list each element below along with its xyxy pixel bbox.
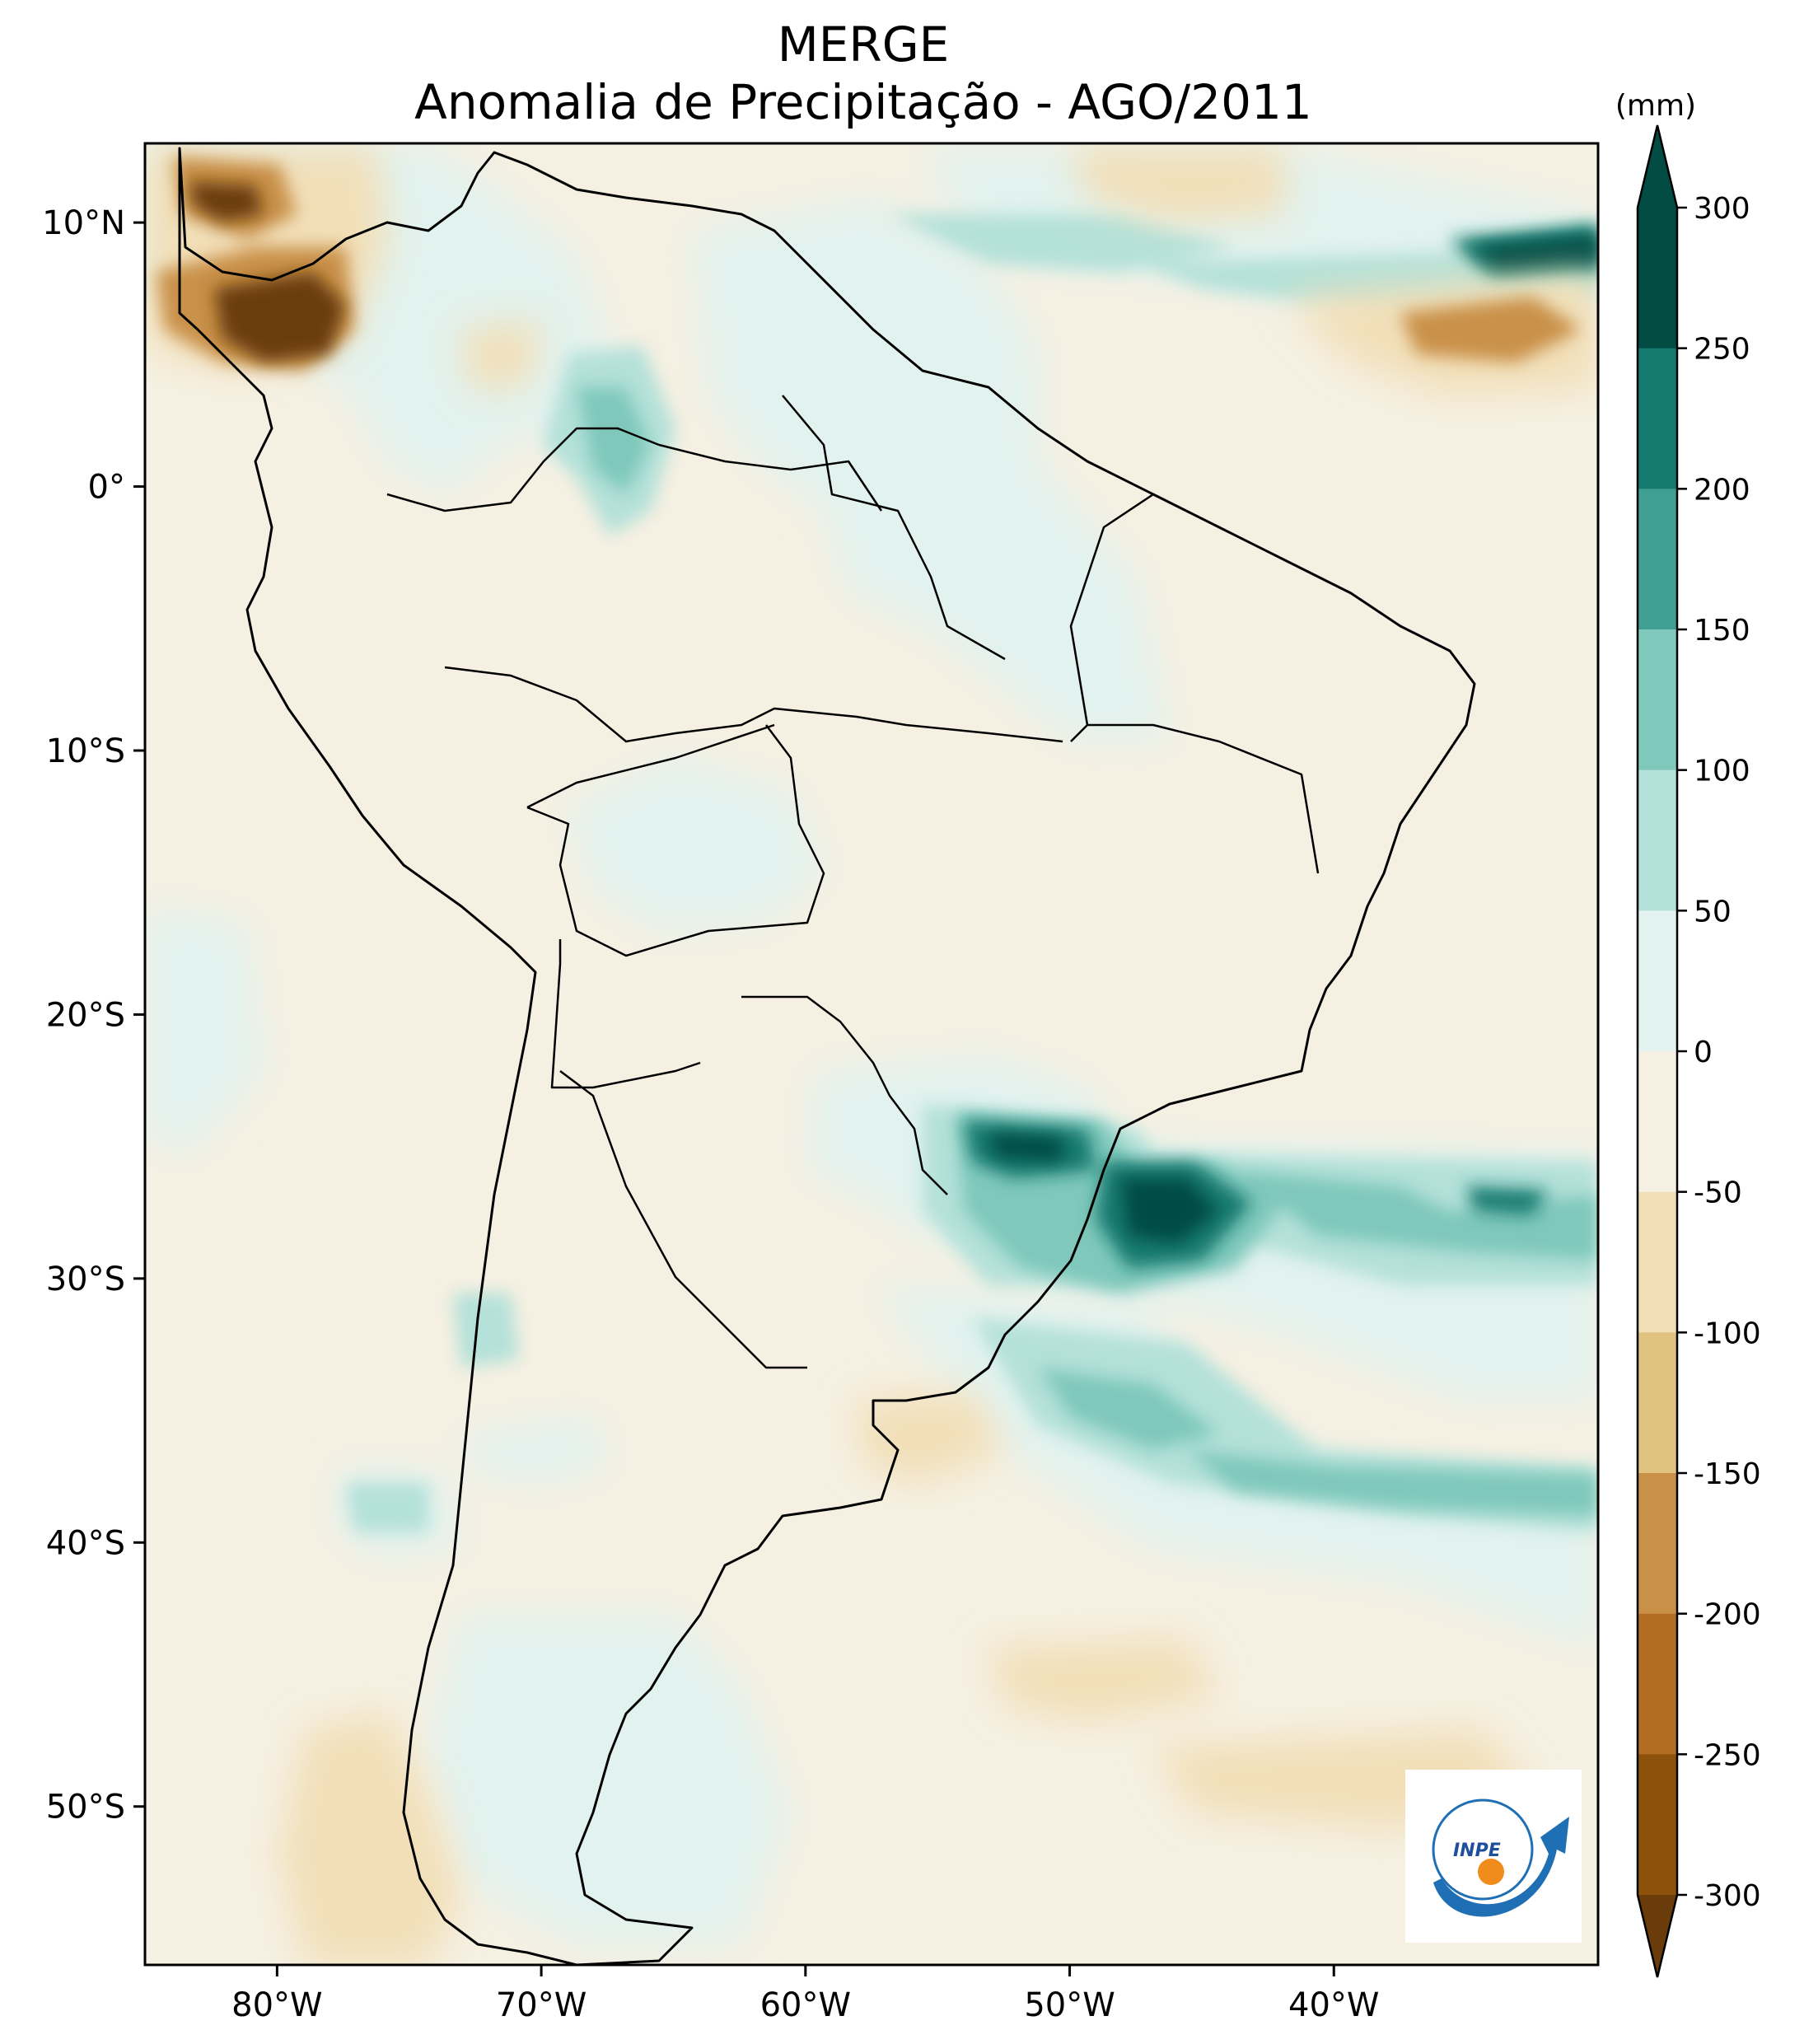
colorbar-band xyxy=(1638,1051,1677,1193)
y-tick-label: 0° xyxy=(88,469,125,507)
y-tick-label: 40°S xyxy=(46,1524,125,1562)
y-tick-label: 30°S xyxy=(46,1261,125,1298)
y-tick-label: 10°S xyxy=(46,732,125,770)
colorbar-tick-label: -200 xyxy=(1694,1598,1761,1632)
country-borders xyxy=(386,395,1320,1369)
colorbar-unit-label: (mm) xyxy=(1615,89,1696,123)
inpe-logo: INPE xyxy=(1432,1798,1569,1917)
x-tick-label: 70°W xyxy=(496,1986,587,2024)
x-axis: 80°W 70°W 60°W 50°W 40°W xyxy=(231,1965,1379,2024)
colorbar-band xyxy=(1638,1613,1677,1755)
colorbar-tick-label: -250 xyxy=(1694,1738,1761,1772)
y-axis: 10°N 0° 10°S 20°S 30°S 40°S 50°S xyxy=(42,204,145,1827)
colorbar-band xyxy=(1638,1473,1677,1615)
colorbar-band xyxy=(1638,769,1677,911)
x-tick-label: 80°W xyxy=(231,1986,322,2024)
colorbar-tick-label: 50 xyxy=(1694,895,1732,928)
x-tick-label: 50°W xyxy=(1024,1986,1115,2024)
colorbar-tick-label: 100 xyxy=(1694,755,1750,788)
chart-subtitle: Anomalia de Precipitação - AGO/2011 xyxy=(414,74,1312,130)
chart-title: MERGE xyxy=(778,16,950,72)
colorbar: 300 250 200 150 100 50 0 -50 -100 -150 -200 -250 -30… xyxy=(1636,124,1761,1978)
colorbar-band xyxy=(1638,1332,1677,1474)
colorbar-tick-label: -150 xyxy=(1694,1457,1761,1491)
y-tick-label: 10°N xyxy=(42,204,125,242)
plot-frame xyxy=(143,142,1600,1967)
colorbar-band xyxy=(1638,629,1677,771)
colorbar-band xyxy=(1638,489,1677,630)
colorbar-band xyxy=(1638,348,1677,489)
y-tick-label: 50°S xyxy=(46,1789,125,1827)
continent-outline xyxy=(178,147,1476,1965)
colorbar-max-arrow xyxy=(1638,125,1677,208)
colorbar-tick-label: 250 xyxy=(1694,333,1750,367)
inpe-logo-text: INPE xyxy=(1453,1841,1501,1861)
colorbar-band xyxy=(1638,910,1677,1052)
anomaly-field: INPE xyxy=(145,143,1598,1965)
colorbar-tick-label: 300 xyxy=(1694,192,1750,226)
colorbar-min-arrow xyxy=(1638,1895,1677,1977)
colorbar-tick-label: -100 xyxy=(1694,1317,1761,1350)
strong-negative-areas xyxy=(189,181,346,362)
y-tick-label: 20°S xyxy=(46,996,125,1034)
colorbar-tick-label: 150 xyxy=(1694,614,1750,648)
colorbar-tick-label: -300 xyxy=(1694,1879,1761,1913)
colorbar-tick-label: -50 xyxy=(1694,1176,1742,1210)
colorbar-tick-label: 0 xyxy=(1694,1036,1713,1069)
x-tick-label: 60°W xyxy=(760,1986,851,2024)
colorbar-tick-label: 200 xyxy=(1694,473,1750,507)
colorbar-band xyxy=(1638,1754,1677,1896)
x-tick-label: 40°W xyxy=(1288,1986,1379,2024)
colorbar-band xyxy=(1638,1191,1677,1333)
extreme-positive-areas xyxy=(988,235,1598,1244)
colorbar-band xyxy=(1638,208,1677,349)
